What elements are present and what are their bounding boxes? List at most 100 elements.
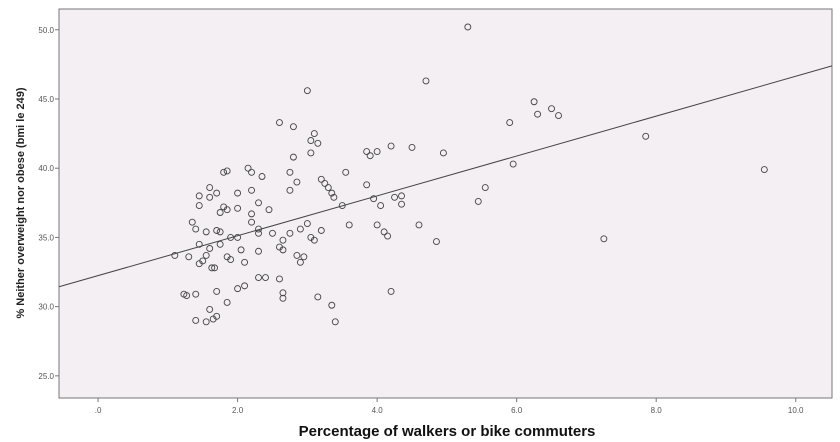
data-point [211, 264, 219, 272]
data-point [422, 77, 430, 85]
data-point [195, 192, 203, 200]
data-point [600, 235, 608, 243]
data-point [255, 199, 262, 207]
data-point [314, 293, 322, 301]
y-axis-label: % Neither overweight nor obese (bmi le 2… [15, 87, 27, 318]
data-point [192, 317, 200, 324]
data-point [234, 285, 242, 293]
data-point [760, 166, 768, 174]
data-point [474, 197, 482, 205]
data-point [276, 119, 283, 126]
data-point [391, 193, 399, 201]
data-point [195, 240, 203, 248]
data-point [377, 202, 385, 210]
x-tick-label: 6.0 [511, 406, 523, 415]
data-point [223, 167, 231, 175]
data-point [373, 148, 381, 156]
data-point [370, 195, 378, 203]
data-point [293, 178, 301, 186]
data-point [345, 221, 353, 229]
data-point [307, 137, 315, 144]
data-point [241, 258, 249, 266]
data-point [262, 274, 269, 282]
data-point [324, 184, 332, 192]
data-point [300, 253, 308, 261]
data-point [269, 229, 276, 237]
data-point [216, 209, 224, 216]
data-point [227, 233, 235, 241]
data-point [481, 184, 489, 192]
data-point [202, 228, 210, 236]
data-point [223, 299, 231, 306]
data-point [213, 287, 221, 295]
data-point [183, 292, 191, 300]
y-tick-label: 50.0 [38, 26, 54, 35]
data-point [202, 318, 210, 326]
data-point [171, 251, 179, 259]
data-point [387, 142, 395, 150]
y-tick-label: 45.0 [38, 95, 54, 104]
data-point [255, 274, 262, 282]
data-point [213, 227, 221, 234]
data-point [363, 148, 371, 156]
data-point [223, 206, 231, 214]
data-point [289, 153, 297, 161]
data-point [220, 168, 228, 176]
data-point [206, 193, 214, 201]
data-point [248, 210, 256, 218]
x-tick-label: 4.0 [372, 406, 384, 415]
data-point [279, 236, 287, 244]
data-point [185, 253, 193, 261]
data-point [331, 318, 339, 326]
x-tick-label: 8.0 [651, 406, 663, 415]
x-tick-label: .0 [95, 406, 102, 415]
data-point [534, 110, 542, 118]
data-point [408, 143, 416, 151]
x-axis-label: Percentage of walkers or bike commuters [299, 423, 596, 440]
data-point [415, 221, 423, 229]
data-point [548, 105, 555, 113]
data-point [321, 179, 329, 187]
data-point [303, 220, 311, 228]
data-point [317, 227, 325, 234]
data-point [439, 149, 447, 157]
data-point [279, 294, 287, 302]
data-point [328, 301, 336, 309]
data-point [234, 189, 242, 197]
data-point [255, 247, 262, 255]
data-point [373, 221, 381, 229]
data-point [237, 246, 245, 254]
data-point [310, 130, 318, 138]
data-point [398, 200, 405, 208]
data-point [195, 260, 203, 268]
data-point [234, 233, 242, 241]
data-point [506, 119, 514, 126]
data-point [328, 189, 336, 197]
data-point [296, 225, 304, 233]
data-point [248, 168, 256, 176]
data-point [258, 173, 266, 180]
data-point [234, 204, 242, 212]
data-point [384, 232, 392, 240]
data-point [509, 160, 517, 168]
data-point [289, 123, 297, 131]
data-point [227, 256, 235, 264]
data-point [317, 175, 325, 183]
data-point [216, 240, 224, 248]
data-point [248, 218, 256, 226]
y-tick-label: 40.0 [38, 164, 54, 173]
plot-area [58, 8, 833, 399]
regression-line [58, 65, 833, 288]
data-point [279, 246, 287, 254]
data-point [464, 23, 472, 31]
data-point [279, 289, 287, 297]
data-point [192, 290, 200, 298]
data-point [293, 251, 301, 259]
data-point [244, 164, 252, 172]
data-point [206, 305, 214, 313]
data-point [208, 264, 216, 272]
data-point [296, 258, 304, 266]
data-point [432, 238, 440, 246]
data-point [255, 229, 262, 237]
data-point [216, 228, 224, 236]
